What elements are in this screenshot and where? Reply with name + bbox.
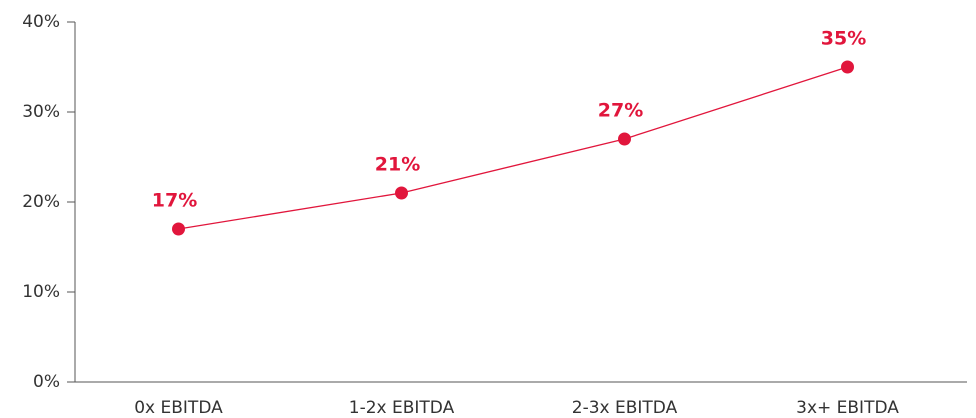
y-tick-label: 40% [22, 12, 60, 32]
point [618, 132, 631, 146]
data-label: 35% [821, 28, 866, 50]
y-tick-label: 10% [22, 282, 60, 302]
x-tick-label: 1-2x EBITDA [349, 398, 455, 418]
point [841, 60, 854, 74]
line [178, 66, 848, 230]
x-tick-label: 2-3x EBITDA [572, 398, 678, 418]
y-tick-label: 30% [22, 102, 60, 122]
point [395, 186, 408, 200]
y-tick-label: 20% [22, 192, 60, 212]
x-tick-label: 3x+ EBITDA [796, 398, 899, 418]
data-label: 21% [375, 154, 420, 176]
y-tick-label: 0% [33, 372, 60, 392]
point [172, 222, 185, 236]
data-label: 27% [598, 100, 643, 122]
data-label: 17% [152, 190, 197, 212]
x-tick-label: 0x EBITDA [134, 398, 223, 418]
